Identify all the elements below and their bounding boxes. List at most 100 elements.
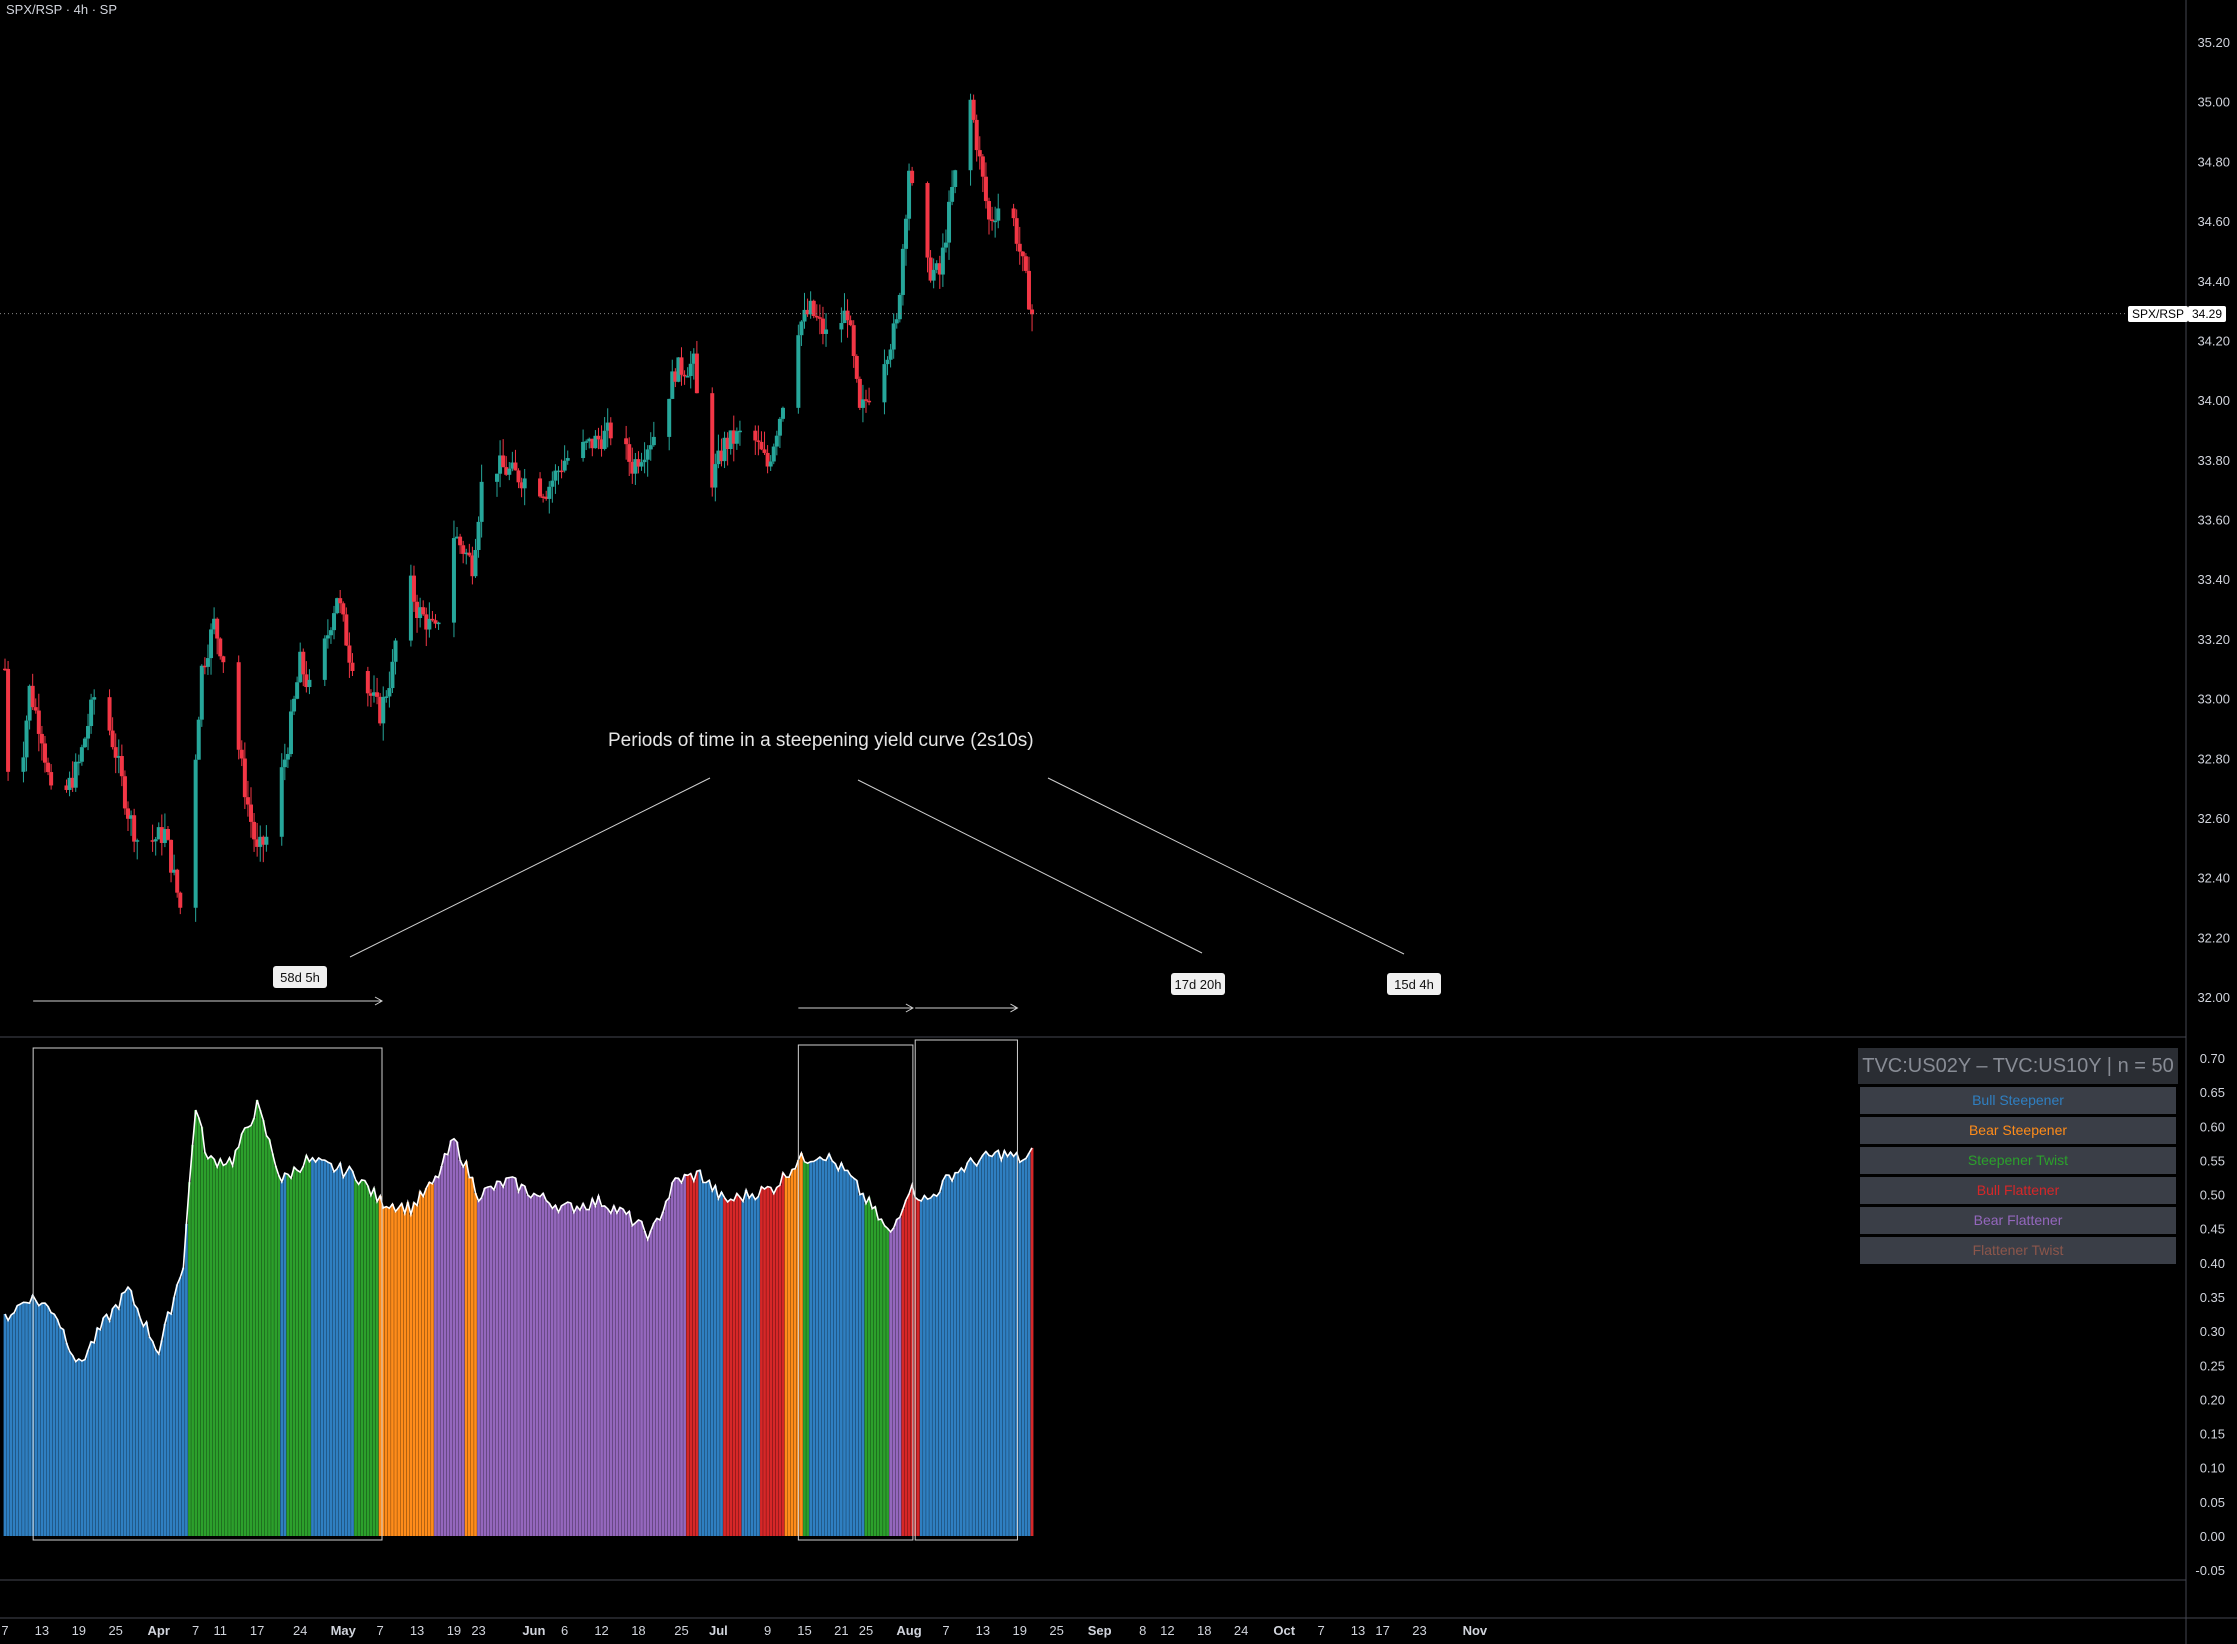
spread-bar (120, 1293, 124, 1536)
time-axis-tick: 15 (797, 1623, 811, 1638)
spread-bar (747, 1198, 751, 1536)
spread-bar (384, 1206, 388, 1536)
spread-bar (240, 1133, 244, 1536)
spread-axis-tick: 0.20 (2200, 1392, 2225, 1407)
candle (682, 374, 687, 377)
spread-bar (587, 1209, 591, 1536)
spread-bar (717, 1198, 720, 1536)
spread-bar (972, 1162, 976, 1536)
candle (516, 470, 521, 483)
spread-bar (252, 1118, 256, 1536)
time-axis-tick: 17 (250, 1623, 264, 1638)
spread-bar (784, 1177, 788, 1536)
spread-bar (18, 1304, 22, 1536)
time-axis-tick: 13 (410, 1623, 424, 1638)
candle (467, 552, 472, 556)
annotation-pointer (857, 779, 1203, 954)
spread-bar (658, 1219, 662, 1536)
spread-bar (437, 1177, 440, 1536)
candle (1023, 256, 1028, 271)
spread-bar (741, 1201, 745, 1536)
spread-bar (606, 1208, 610, 1536)
spread-bar (683, 1174, 686, 1536)
candle (476, 521, 481, 551)
spread-bar (590, 1198, 594, 1536)
candle (630, 461, 635, 474)
spread-bar (560, 1205, 563, 1536)
spread-bar (701, 1182, 705, 1536)
spread-bar (351, 1171, 354, 1536)
candle (421, 607, 426, 615)
spread-bar (255, 1100, 259, 1536)
candle (608, 422, 613, 439)
candle (451, 538, 456, 623)
candle (968, 99, 973, 171)
spread-bar (203, 1152, 207, 1536)
spread-bar (926, 1199, 929, 1536)
candle (458, 536, 463, 546)
candle (292, 698, 297, 712)
spread-bar (6, 1320, 10, 1536)
candle (842, 310, 847, 324)
candle (953, 170, 958, 187)
time-axis-tick: 19 (447, 1623, 461, 1638)
candle (76, 761, 81, 764)
spread-bar (821, 1159, 825, 1536)
candle (264, 836, 269, 845)
candle (777, 418, 782, 436)
spread-bar (452, 1138, 456, 1536)
spread-bar (249, 1125, 253, 1536)
spread-axis-tick: 0.30 (2200, 1324, 2225, 1339)
spread-bar (188, 1182, 191, 1536)
candle (522, 478, 527, 489)
duration-label: 58d 5h (280, 970, 320, 985)
candle (49, 772, 54, 786)
spread-bar (123, 1291, 127, 1536)
candle (507, 468, 512, 475)
candle (885, 359, 890, 365)
spread-bar (55, 1319, 59, 1536)
spread-bar (803, 1161, 806, 1536)
spread-bar (409, 1214, 413, 1536)
candle (162, 829, 167, 843)
candle (854, 355, 859, 379)
price-tag-symbol: SPX/RSP (2128, 305, 2189, 322)
spread-bar (268, 1139, 271, 1536)
candle (716, 450, 721, 465)
time-axis-tick: 6 (561, 1623, 568, 1638)
spread-bar (166, 1311, 170, 1536)
spread-bar (480, 1197, 484, 1536)
spread-bar (569, 1202, 573, 1536)
candle (307, 679, 312, 688)
spread-bar (141, 1326, 145, 1536)
candle (940, 247, 945, 275)
time-axis-tick: 11 (214, 1623, 228, 1638)
spread-bar (929, 1197, 932, 1536)
legend-item-bull-flattener: Bull Flattener (1860, 1177, 2176, 1204)
spread-bar (129, 1290, 133, 1536)
spread-bar (138, 1318, 142, 1536)
spread-bar (806, 1163, 809, 1536)
legend-item-bear-steepener: Bear Steepener (1860, 1117, 2176, 1144)
price-axis-tick: 34.40 (2197, 274, 2230, 289)
candle (205, 658, 210, 667)
price-axis-tick: 34.80 (2197, 154, 2230, 169)
candle (169, 839, 174, 873)
spread-bar (836, 1170, 840, 1536)
time-axis-tick: Sep (1088, 1623, 1112, 1638)
spread-bar (901, 1209, 905, 1536)
spread-bar (637, 1219, 640, 1536)
spread-bar (486, 1186, 490, 1536)
candle (245, 797, 250, 805)
spread-bar (507, 1177, 511, 1536)
candle (808, 300, 813, 315)
spread-bar (886, 1228, 889, 1536)
spread-bar (185, 1223, 188, 1536)
candle (381, 696, 386, 724)
spread-bar (175, 1284, 179, 1536)
price-axis-tick: 32.80 (2197, 751, 2230, 766)
spread-bar (963, 1171, 966, 1536)
candle (894, 319, 899, 324)
candle (218, 638, 223, 657)
